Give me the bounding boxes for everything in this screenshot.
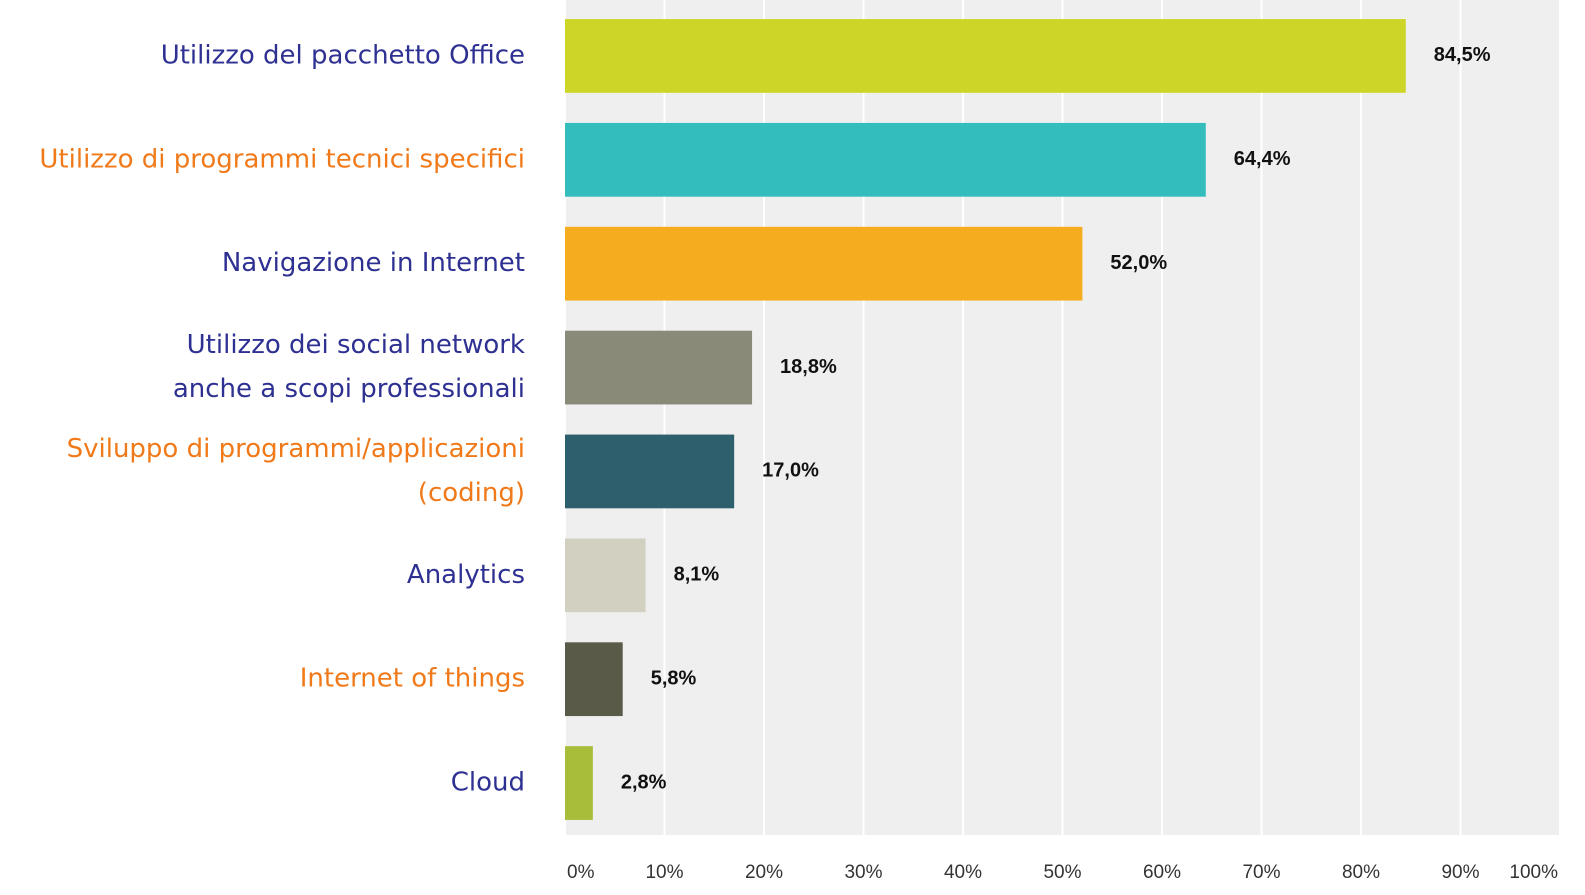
value-label: 2,8%: [621, 771, 667, 793]
x-tick-label: 10%: [645, 862, 683, 883]
x-tick-label: 60%: [1143, 862, 1181, 883]
value-label: 84,5%: [1434, 44, 1491, 66]
value-label: 5,8%: [651, 667, 697, 689]
category-label: (coding): [418, 478, 525, 508]
x-tick-label: 0%: [567, 862, 595, 883]
bar: [565, 538, 646, 613]
x-tick-label: 50%: [1043, 862, 1081, 883]
category-label: Utilizzo di programmi tecnici specifici: [39, 144, 525, 174]
x-tick-label: 100%: [1509, 862, 1558, 883]
value-label: 18,8%: [780, 356, 837, 378]
category-label: Cloud: [451, 768, 525, 798]
bar: [565, 330, 753, 405]
category-label: Navigazione in Internet: [222, 248, 525, 278]
value-label: 64,4%: [1234, 148, 1291, 170]
bar: [565, 19, 1406, 93]
bar: [565, 122, 1206, 197]
x-tick-label: 90%: [1441, 862, 1479, 883]
category-label: Sviluppo di programmi/applicazioni: [67, 434, 525, 464]
x-tick-label: 40%: [944, 862, 982, 883]
bar: [565, 226, 1083, 301]
category-label: Utilizzo dei social network: [187, 330, 525, 360]
value-label: 8,1%: [674, 564, 720, 586]
category-label: anche a scopi professionali: [173, 374, 525, 404]
value-label: 52,0%: [1110, 252, 1167, 274]
value-label: 17,0%: [762, 460, 819, 482]
bar: [565, 746, 593, 820]
x-tick-label: 80%: [1342, 862, 1380, 883]
x-tick-label: 70%: [1242, 862, 1280, 883]
x-tick-label: 20%: [745, 862, 783, 883]
bar: [565, 434, 735, 509]
bar: [565, 642, 623, 717]
category-label: Internet of things: [300, 664, 525, 694]
category-label: Analytics: [407, 560, 525, 590]
category-label: Utilizzo del pacchetto Office: [161, 40, 525, 70]
x-tick-label: 30%: [844, 862, 882, 883]
